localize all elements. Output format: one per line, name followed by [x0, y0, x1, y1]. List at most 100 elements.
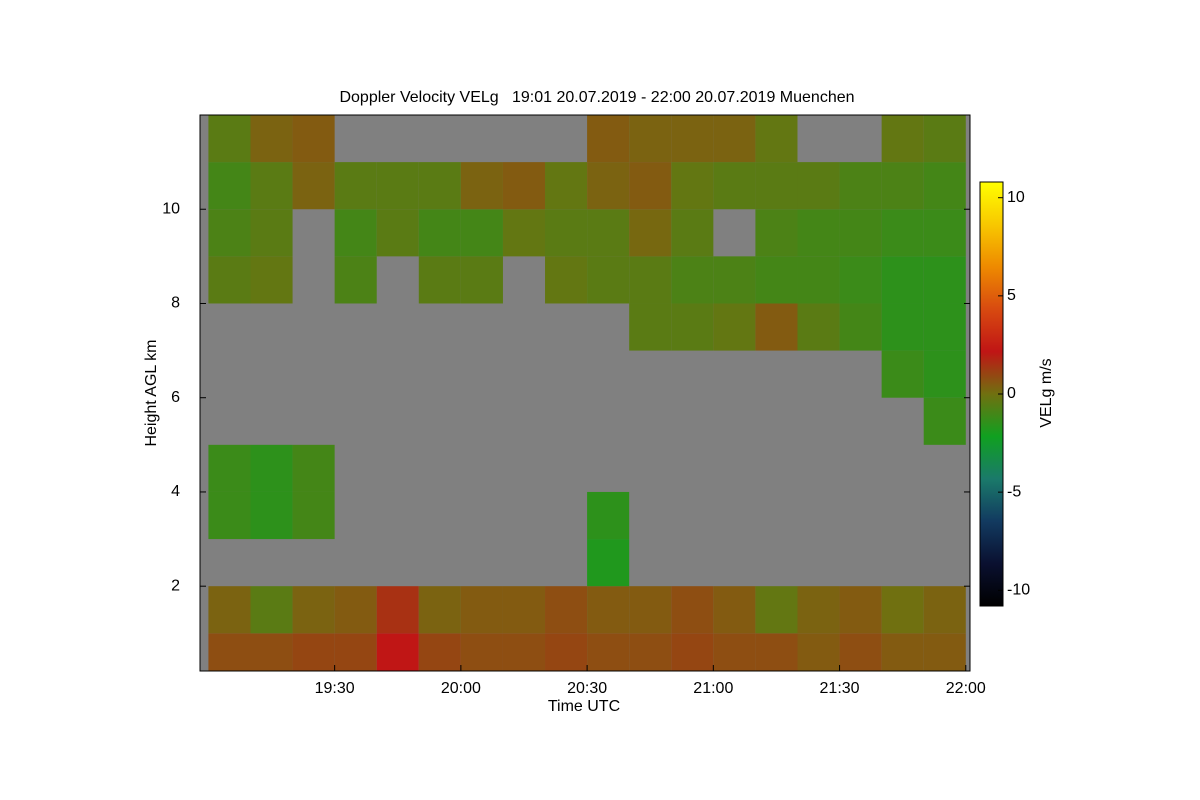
colorbar-tick-label: 10	[1007, 189, 1025, 206]
heatmap-cell	[418, 586, 461, 634]
heatmap-cell	[502, 633, 546, 671]
heatmap-cell	[755, 303, 798, 351]
heatmap-cell	[629, 115, 672, 163]
heatmap-cell	[545, 633, 588, 671]
heatmap-cell	[671, 303, 714, 351]
x-tick-label: 20:00	[441, 680, 481, 697]
heatmap-cell	[797, 162, 840, 210]
heatmap-cell	[250, 115, 293, 163]
heatmap-cell	[208, 633, 251, 671]
heatmap-cell	[881, 586, 924, 634]
heatmap-cell	[208, 256, 251, 304]
heatmap-cell	[755, 256, 798, 304]
heatmap-cell	[545, 256, 588, 304]
heatmap-cell	[376, 633, 419, 671]
heatmap-cell	[755, 633, 798, 671]
heatmap-cell	[923, 586, 966, 634]
colorbar-label: VELg m/s	[1038, 358, 1055, 427]
heatmap-cell	[208, 444, 251, 492]
heatmap-cell	[755, 586, 798, 634]
heatmap-cell	[923, 397, 966, 445]
heatmap-cell	[797, 586, 840, 634]
heatmap-cell	[250, 586, 293, 634]
heatmap-cell	[839, 162, 882, 210]
heatmap-cell	[881, 633, 924, 671]
heatmap-cell	[839, 586, 882, 634]
heatmap-cell	[755, 209, 798, 257]
heatmap-cell	[797, 256, 840, 304]
chart-title: Doppler Velocity VELg 19:01 20.07.2019 -…	[339, 89, 854, 106]
heatmap-cell	[292, 115, 335, 163]
heatmap-cell	[587, 539, 630, 587]
heatmap-cell	[587, 162, 630, 210]
heatmap-cell	[460, 256, 503, 304]
x-tick-label: 22:00	[946, 680, 986, 697]
heatmap-cell	[334, 209, 377, 257]
heatmap-cell	[292, 162, 335, 210]
heatmap-cell	[376, 209, 419, 257]
heatmap-cell	[839, 303, 882, 351]
heatmap-cell	[292, 444, 335, 492]
heatmap-cell	[629, 633, 672, 671]
heatmap-cell	[587, 209, 630, 257]
heatmap-cell	[923, 162, 966, 210]
colorbar-tick-label: -10	[1007, 582, 1030, 599]
plot-area	[200, 115, 970, 671]
y-tick-label: 8	[171, 295, 180, 312]
heatmap-cell	[208, 115, 251, 163]
heatmap-cell	[250, 162, 293, 210]
heatmap-cell	[629, 303, 672, 351]
heatmap-cell	[797, 633, 840, 671]
heatmap-cell	[250, 491, 293, 540]
y-tick-label: 2	[171, 577, 180, 594]
heatmap-cell	[881, 162, 924, 210]
heatmap-cell	[460, 633, 503, 671]
heatmap-cell	[292, 586, 335, 634]
heatmap-cell	[292, 491, 335, 540]
heatmap-cell	[334, 586, 377, 634]
heatmap-cell	[334, 162, 377, 210]
heatmap-cell	[713, 586, 756, 634]
heatmap-cell	[418, 162, 461, 210]
heatmap-cell	[839, 256, 882, 304]
plot-frame	[199, 114, 971, 672]
heatmap-cell	[587, 256, 630, 304]
heatmap-cell	[250, 209, 293, 257]
y-tick-label: 6	[171, 389, 180, 406]
heatmap-cell	[502, 209, 546, 257]
heatmap-cell	[587, 115, 630, 163]
heatmap-cell	[208, 209, 251, 257]
heatmap-cell	[334, 256, 377, 304]
heatmap-cell	[208, 162, 251, 210]
heatmap-cell	[376, 586, 419, 634]
colorbar-tick-label: 0	[1007, 385, 1016, 402]
heatmap-cell	[502, 162, 546, 210]
heatmap-cell	[713, 303, 756, 351]
heatmap-cell	[713, 115, 756, 163]
y-axis-label: Height AGL km	[143, 339, 160, 446]
heatmap-cell	[629, 586, 672, 634]
heatmap-cell	[881, 303, 924, 351]
heatmap-cell	[629, 209, 672, 257]
heatmap-cell	[250, 256, 293, 304]
heatmap-cell	[587, 633, 630, 671]
heatmap-cell	[587, 491, 630, 540]
heatmap-cell	[629, 256, 672, 304]
heatmap-cell	[881, 209, 924, 257]
heatmap-cell	[671, 162, 714, 210]
heatmap-cell	[881, 350, 924, 398]
heatmap-cell	[923, 115, 966, 163]
heatmap-cell	[671, 115, 714, 163]
x-tick-label: 19:30	[315, 680, 355, 697]
colorbar-tick-label: -5	[1007, 483, 1021, 500]
heatmap-cell	[545, 162, 588, 210]
heatmap-cell	[250, 633, 293, 671]
heatmap-cell	[881, 115, 924, 163]
x-tick-label: 20:30	[567, 680, 607, 697]
heatmap-cell	[376, 162, 419, 210]
heatmap-cell	[208, 491, 251, 540]
heatmap-cell	[418, 209, 461, 257]
heatmap-cell	[797, 303, 840, 351]
heatmap-cell	[418, 633, 461, 671]
